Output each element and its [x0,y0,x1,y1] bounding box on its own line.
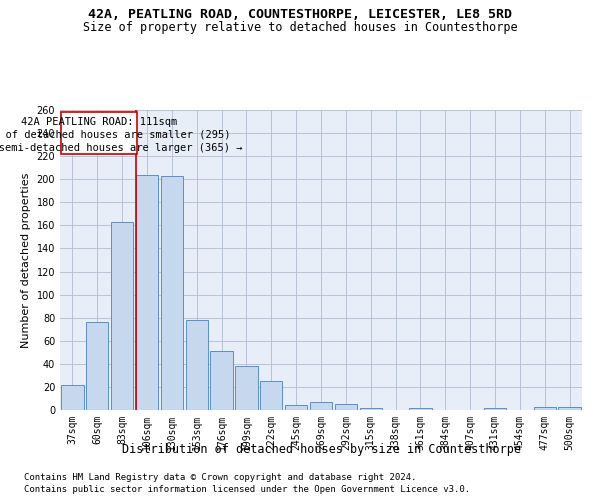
Text: Size of property relative to detached houses in Countesthorpe: Size of property relative to detached ho… [83,21,517,34]
Bar [185,320,208,410]
Text: Contains HM Land Registry data © Crown copyright and database right 2024.: Contains HM Land Registry data © Crown c… [24,472,416,482]
Bar [310,402,332,410]
Bar [235,366,257,410]
Bar [260,381,283,410]
Bar [211,351,233,410]
Bar [285,406,307,410]
Bar [86,322,109,410]
Bar [136,174,158,410]
Bar [61,384,83,410]
Bar [409,408,431,410]
Bar [559,406,581,410]
FancyBboxPatch shape [61,112,137,154]
Bar [359,408,382,410]
Y-axis label: Number of detached properties: Number of detached properties [21,172,31,348]
Text: ← 44% of detached houses are smaller (295): ← 44% of detached houses are smaller (29… [0,130,230,140]
Bar [111,222,133,410]
Text: 42A, PEATLING ROAD, COUNTESTHORPE, LEICESTER, LE8 5RD: 42A, PEATLING ROAD, COUNTESTHORPE, LEICE… [88,8,512,20]
Text: 55% of semi-detached houses are larger (365) →: 55% of semi-detached houses are larger (… [0,142,243,152]
Text: Contains public sector information licensed under the Open Government Licence v3: Contains public sector information licen… [24,485,470,494]
Text: Distribution of detached houses by size in Countesthorpe: Distribution of detached houses by size … [121,442,521,456]
Bar [335,404,357,410]
Bar [484,408,506,410]
Text: 42A PEATLING ROAD: 111sqm: 42A PEATLING ROAD: 111sqm [21,118,177,128]
Bar [161,176,183,410]
Bar [533,406,556,410]
